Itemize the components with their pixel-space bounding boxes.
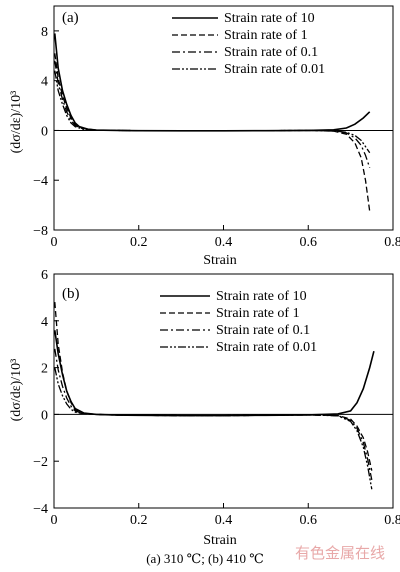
y-tick-label: 8 [41, 25, 48, 40]
legend-entry: Strain rate of 10 [224, 11, 315, 26]
series-line-2 [54, 302, 373, 471]
series-line-4 [54, 367, 373, 490]
x-tick-label: 0.8 [384, 513, 400, 528]
figure-caption: (a) 310 ℃; (b) 410 ℃ [146, 551, 264, 566]
series-line-1 [54, 33, 371, 132]
y-axis-label: (dσ/dε)/10³ [9, 91, 24, 154]
panel-label: (b) [62, 286, 80, 302]
y-tick-label: 6 [41, 268, 48, 283]
series-line-3 [54, 60, 371, 169]
x-tick-label: 0 [51, 513, 58, 528]
legend-entry: Strain rate of 0.1 [216, 323, 310, 338]
legend-entry: Strain rate of 1 [224, 28, 308, 43]
chart-panel-a: 0 0.2 0.4 0.6 0.8 −8 −4 0 4 8 Strain (dσ/dε)/10³ (a)… [9, 5, 400, 268]
y-tick-label: −8 [33, 224, 48, 239]
legend-entry: Strain rate of 1 [216, 306, 300, 321]
legend-entry: Strain rate of 0.01 [216, 340, 317, 355]
series-line-3 [54, 348, 373, 481]
x-axis-label: Strain [203, 533, 236, 548]
x-tick-label: 0.8 [384, 235, 400, 250]
x-tick-label: 0.2 [130, 513, 148, 528]
x-tick-label: 0 [51, 235, 58, 250]
y-tick-label: 4 [41, 75, 48, 90]
y-tick-label: 0 [41, 408, 48, 423]
series-line-1 [54, 330, 375, 417]
x-tick-label: 0.4 [215, 235, 233, 250]
y-tick-label: −4 [33, 502, 48, 517]
x-tick-label: 0.6 [300, 235, 318, 250]
legend-entry: Strain rate of 10 [216, 289, 307, 304]
y-axis-label: (dσ/dε)/10³ [9, 359, 24, 422]
y-tick-label: −4 [33, 174, 48, 189]
legend-entry: Strain rate of 0.01 [224, 62, 325, 77]
y-tick-label: 0 [41, 124, 48, 139]
x-tick-label: 0.6 [300, 513, 318, 528]
series-line-2 [54, 53, 371, 212]
panel-label: (a) [62, 10, 79, 26]
x-axis-label: Strain [203, 253, 236, 268]
chart-panel-b: 0 0.2 0.4 0.6 0.8 −4 −2 0 2 4 6 Strain (dσ/dε)/10³ (b… [9, 268, 400, 548]
x-tick-label: 0.2 [130, 235, 148, 250]
y-tick-label: 4 [41, 315, 48, 330]
series-line-4 [54, 70, 371, 154]
legend-entry: Strain rate of 0.1 [224, 45, 318, 60]
y-tick-label: 2 [41, 362, 48, 377]
watermark: 有色金属在线 [295, 544, 385, 562]
y-tick-label: −2 [33, 455, 48, 470]
x-tick-label: 0.4 [215, 513, 233, 528]
